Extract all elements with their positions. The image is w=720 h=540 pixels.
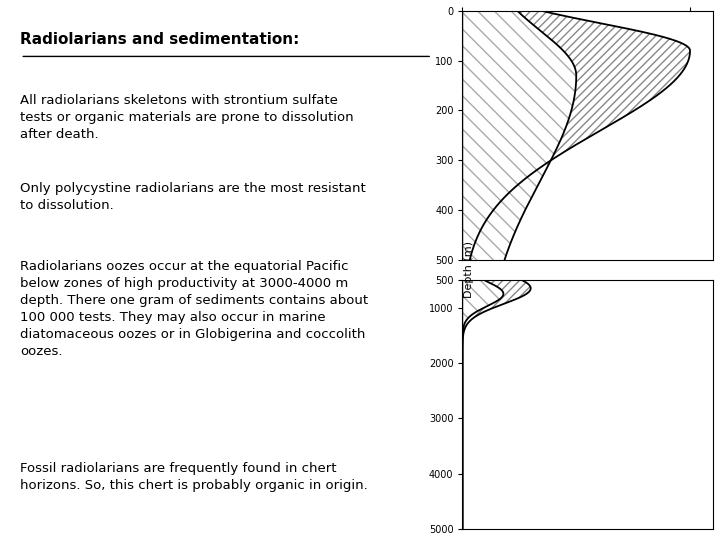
Text: Radiolarians oozes occur at the equatorial Pacific
below zones of high productiv: Radiolarians oozes occur at the equatori… <box>20 260 369 357</box>
Text: Depth (m): Depth (m) <box>464 241 474 299</box>
Text: All radiolarians skeletons with strontium sulfate
tests or organic materials are: All radiolarians skeletons with strontiu… <box>20 94 354 141</box>
Text: Only polycystine radiolarians are the most resistant
to dissolution.: Only polycystine radiolarians are the mo… <box>20 182 366 212</box>
Text: Radiolarians and sedimentation:: Radiolarians and sedimentation: <box>20 31 300 46</box>
Text: Fossil radiolarians are frequently found in chert
horizons. So, this chert is pr: Fossil radiolarians are frequently found… <box>20 462 368 492</box>
